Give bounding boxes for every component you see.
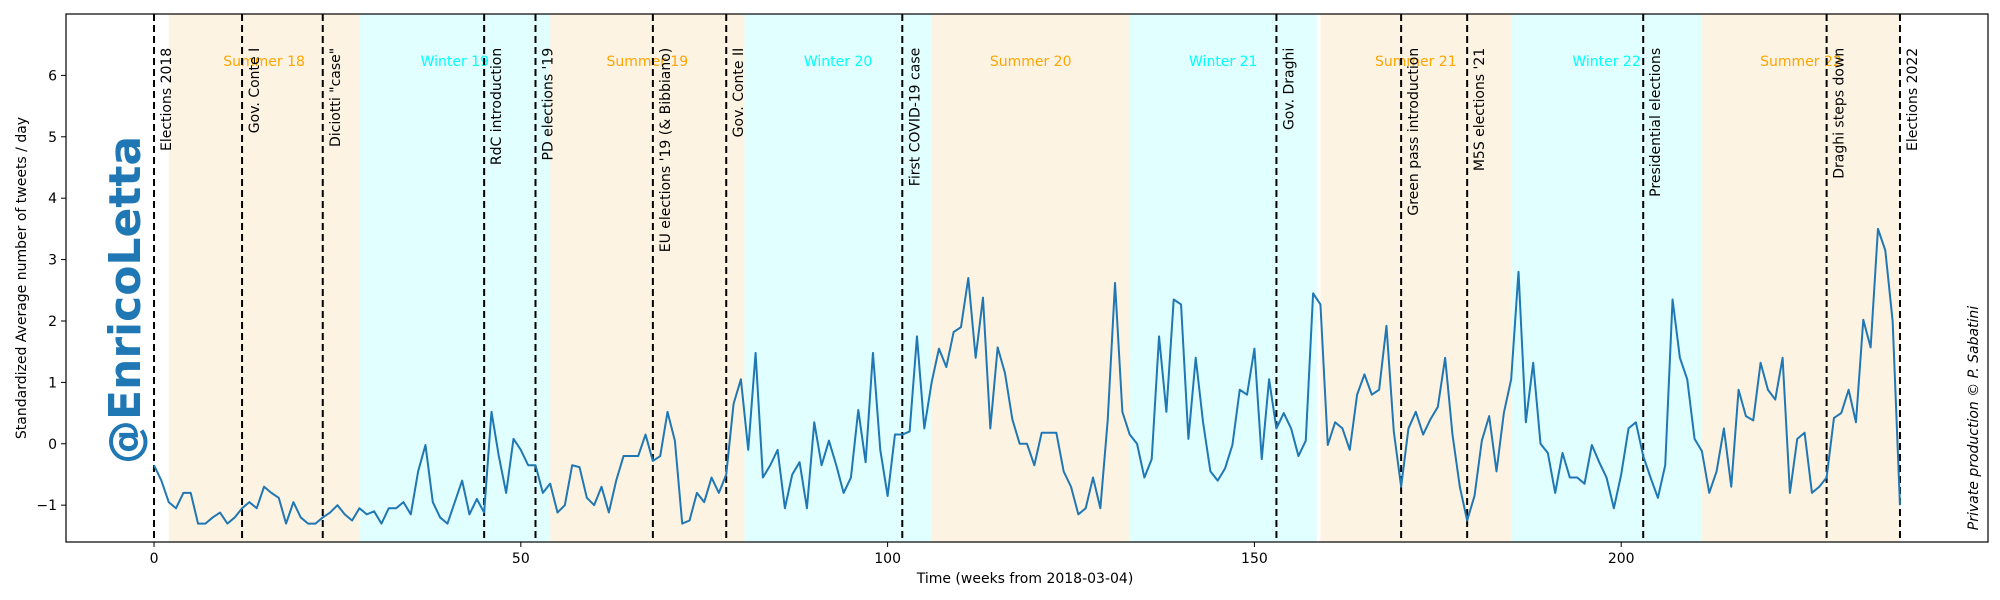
event-label: Gov. Draghi [1281,48,1297,130]
y-tick-label: 6 [48,68,57,84]
x-tick-label: 0 [150,551,159,567]
y-axis-ticks: −1 0 1 2 3 4 5 6 [36,68,66,514]
event-label: Draghi steps down [1832,48,1848,179]
credit-text: Private production © P. Sabatini [1966,306,1982,530]
y-tick-label: 5 [48,130,57,146]
season-band-0 [168,14,360,542]
x-axis-label: Time (weeks from 2018-03-04) [916,571,1134,587]
series-layer [153,227,1901,525]
watermark-handle: @EnricoLetta [100,136,151,464]
season-labels: Summer 18 Winter 19 Summer 19 Winter 20 Summ… [223,54,1842,70]
event-label: EU elections '19 (& Bibbiano) [658,48,674,253]
x-tick-label: 100 [874,551,901,567]
season-label: Winter 20 [804,54,872,70]
event-lines [153,14,1901,542]
season-band-3 [744,14,932,542]
event-label: M5S elections '21 [1472,48,1488,171]
y-tick-label: 3 [48,253,57,269]
y-axis-label: Standardized Average number of tweets / … [14,117,30,439]
season-label: Winter 22 [1572,54,1640,70]
season-band-2 [550,14,745,542]
event-label: RdC introduction [489,48,505,165]
season-label: Summer 21 [1375,54,1457,70]
event-labels: Elections 2018 Gov. Conte I Diciotti "case… [159,48,1921,253]
y-tick-label: 4 [48,191,57,207]
x-axis-ticks: 0 50 100 150 200 [150,542,1635,567]
season-label: Winter 21 [1189,54,1257,70]
season-label: Winter 19 [421,54,489,70]
event-label: Diciotti "case" [328,48,344,147]
season-label: Summer 20 [990,54,1072,70]
y-tick-label: 1 [48,375,57,391]
event-label: Presidential elections [1648,48,1664,197]
event-label: PD elections '19 [540,48,556,161]
y-tick-label: 2 [48,314,57,330]
season-label: Summer 18 [223,54,305,70]
series-line-0 [153,227,1901,525]
event-label: Green pass introduction [1406,48,1422,216]
season-band-4 [931,14,1130,542]
season-band-1 [359,14,551,542]
event-label: Gov. Conte II [731,48,747,138]
season-band-5 [1129,14,1317,542]
event-label: Elections 2022 [1905,48,1921,151]
event-label: Gov. Conte I [247,48,263,133]
plot-frame [65,13,1989,543]
season-label: Summer 22 [1760,54,1842,70]
event-label: First COVID-19 case [907,48,923,186]
event-label: Elections 2018 [159,48,175,151]
x-tick-label: 50 [512,551,530,567]
x-tick-label: 200 [1608,551,1635,567]
season-band-7 [1511,14,1702,542]
y-tick-label: −1 [36,498,57,514]
season-band-8 [1701,14,1900,542]
y-tick-label: 0 [48,437,57,453]
season-label: Summer 19 [607,54,689,70]
x-tick-label: 150 [1241,551,1268,567]
